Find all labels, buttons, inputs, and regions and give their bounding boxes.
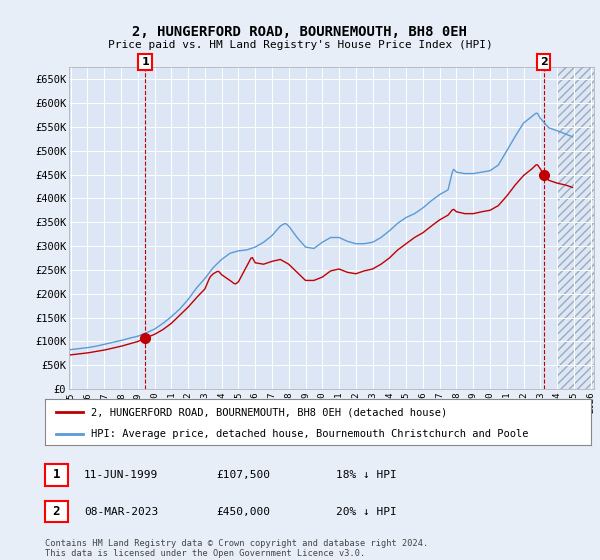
Text: 11-JUN-1999: 11-JUN-1999 [84,470,158,480]
Text: 2, HUNGERFORD ROAD, BOURNEMOUTH, BH8 0EH (detached house): 2, HUNGERFORD ROAD, BOURNEMOUTH, BH8 0EH… [91,408,448,418]
Text: Price paid vs. HM Land Registry's House Price Index (HPI): Price paid vs. HM Land Registry's House … [107,40,493,50]
Text: 18% ↓ HPI: 18% ↓ HPI [336,470,397,480]
Text: £450,000: £450,000 [216,507,270,517]
Text: 2: 2 [53,505,60,518]
Text: 2: 2 [539,57,547,67]
Text: 1: 1 [141,57,149,67]
Text: 20% ↓ HPI: 20% ↓ HPI [336,507,397,517]
Text: 2, HUNGERFORD ROAD, BOURNEMOUTH, BH8 0EH: 2, HUNGERFORD ROAD, BOURNEMOUTH, BH8 0EH [133,25,467,39]
Text: £107,500: £107,500 [216,470,270,480]
Text: 1: 1 [53,468,60,482]
Text: 08-MAR-2023: 08-MAR-2023 [84,507,158,517]
Text: Contains HM Land Registry data © Crown copyright and database right 2024.
This d: Contains HM Land Registry data © Crown c… [45,539,428,558]
Bar [557,67,594,389]
Text: HPI: Average price, detached house, Bournemouth Christchurch and Poole: HPI: Average price, detached house, Bour… [91,429,529,439]
